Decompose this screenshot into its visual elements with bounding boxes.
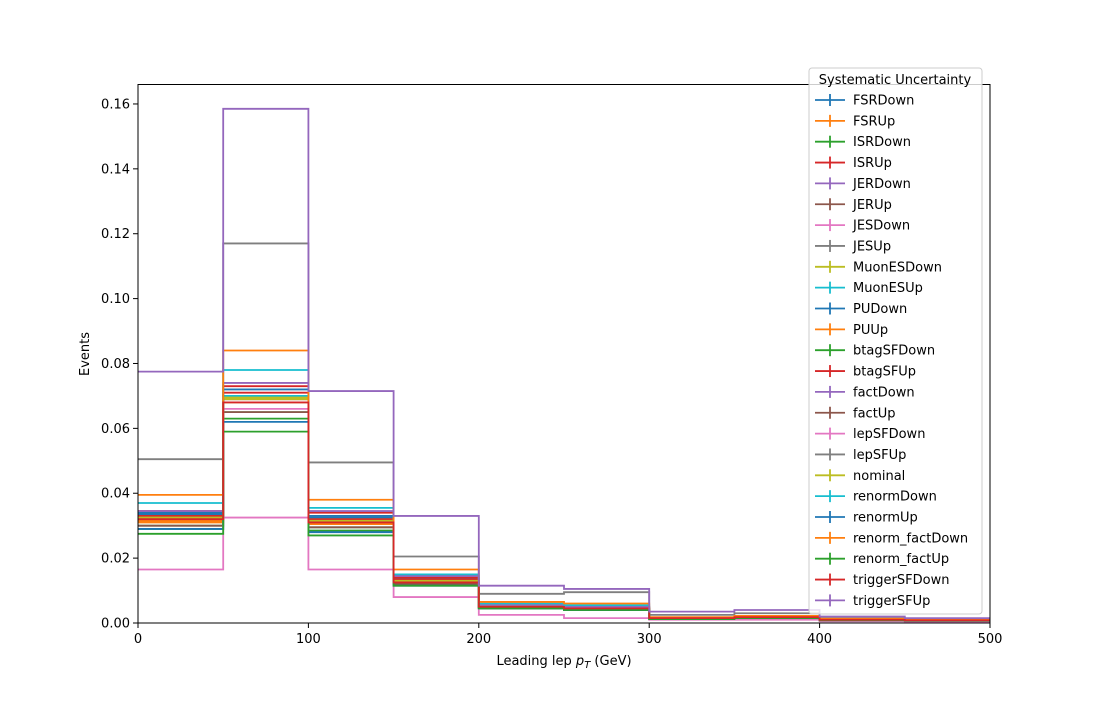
legend-label: PUDown bbox=[853, 302, 907, 317]
y-tick-label: 0.04 bbox=[101, 487, 130, 502]
legend-label: JESDown bbox=[852, 219, 910, 234]
y-tick-label: 0.08 bbox=[101, 357, 130, 372]
legend-label: FSRUp bbox=[853, 114, 895, 129]
legend-entry-PUDown: PUDown bbox=[815, 302, 907, 317]
legend-label: btagSFUp bbox=[853, 365, 916, 380]
x-axis-label: Leading lep pT (GeV) bbox=[496, 654, 631, 671]
legend-label: MuonESDown bbox=[853, 260, 942, 275]
legend-entry-factDown: factDown bbox=[815, 385, 915, 400]
legend-label: triggerSFUp bbox=[853, 594, 930, 609]
x-tick-label: 100 bbox=[296, 632, 321, 647]
legend-title: Systematic Uncertainty bbox=[819, 73, 972, 88]
legend-label: ISRDown bbox=[853, 135, 911, 150]
legend-entry-PUUp: PUUp bbox=[815, 323, 888, 338]
plot-frame bbox=[137, 84, 991, 624]
x-axis-label-unit: (GeV) bbox=[590, 654, 631, 669]
x-axis-label-symbol: p bbox=[575, 654, 584, 669]
y-tick-label: 0.12 bbox=[101, 227, 130, 242]
y-axis-label: Events bbox=[78, 332, 93, 376]
legend-label: btagSFDown bbox=[853, 344, 935, 359]
legend-entry-triggerSFUp: triggerSFUp bbox=[815, 594, 930, 609]
legend-entry-JERDown: JERDown bbox=[815, 177, 911, 192]
legend-entry-btagSFDown: btagSFDown bbox=[815, 344, 935, 359]
legend-label: renorm_factDown bbox=[853, 531, 968, 546]
legend-entries: FSRDown FSRUp ISRDown ISRUp JERDown JERUp JESD… bbox=[815, 94, 968, 609]
legend-label: MuonESUp bbox=[853, 281, 923, 296]
y-tick-label: 0.00 bbox=[101, 617, 130, 632]
legend-label: nominal bbox=[853, 469, 905, 484]
legend-entry-lepSFUp: lepSFUp bbox=[815, 448, 906, 463]
y-tick-label: 0.02 bbox=[101, 552, 130, 567]
series-layer bbox=[138, 107, 990, 623]
legend-label: ISRUp bbox=[853, 156, 892, 171]
legend-entry-renorm_factDown: renorm_factDown bbox=[815, 531, 968, 546]
legend-entry-MuonESDown: MuonESDown bbox=[815, 260, 942, 275]
x-tick-label: 0 bbox=[134, 632, 142, 647]
legend-label: JERUp bbox=[852, 198, 892, 213]
x-tick-label: 300 bbox=[637, 632, 662, 647]
y-tick-label: 0.14 bbox=[101, 162, 130, 177]
legend-label: JESUp bbox=[852, 239, 891, 254]
legend-entry-FSRDown: FSRDown bbox=[815, 94, 914, 109]
x-axis-label-subscript: T bbox=[584, 660, 591, 671]
x-axis-label-main: Leading lep bbox=[496, 654, 575, 669]
legend-entry-btagSFUp: btagSFUp bbox=[815, 365, 916, 380]
legend-entry-ISRDown: ISRDown bbox=[815, 135, 911, 150]
legend-label: lepSFUp bbox=[853, 448, 906, 463]
y-tick-label: 0.16 bbox=[101, 97, 130, 112]
legend-label: renormDown bbox=[853, 490, 937, 505]
legend-entry-triggerSFDown: triggerSFDown bbox=[815, 573, 949, 588]
legend-label: renorm_factUp bbox=[853, 552, 949, 567]
legend-box bbox=[808, 67, 983, 615]
legend-label: JERDown bbox=[852, 177, 911, 192]
legend-label: triggerSFDown bbox=[853, 573, 949, 588]
x-tick-label: 400 bbox=[807, 632, 832, 647]
legend-entry-FSRUp: FSRUp bbox=[815, 114, 895, 129]
legend: Systematic Uncertainty FSRDown FSRUp ISRDo… bbox=[808, 67, 983, 615]
legend-entry-MuonESUp: MuonESUp bbox=[815, 281, 923, 296]
legend-entry-ISRUp: ISRUp bbox=[815, 156, 892, 171]
legend-entry-JERUp: JERUp bbox=[815, 198, 892, 213]
legend-label: FSRDown bbox=[853, 94, 914, 109]
legend-entry-lepSFDown: lepSFDown bbox=[815, 427, 925, 442]
legend-entry-renormDown: renormDown bbox=[815, 490, 937, 505]
series-line-triggerSFUp bbox=[138, 107, 990, 620]
legend-entry-renorm_factUp: renorm_factUp bbox=[815, 552, 949, 567]
legend-label: PUUp bbox=[853, 323, 888, 338]
y-tick-label: 0.06 bbox=[101, 422, 130, 437]
legend-entry-nominal: nominal bbox=[815, 469, 905, 484]
legend-label: factUp bbox=[853, 406, 896, 421]
y-tick-label: 0.10 bbox=[101, 292, 130, 307]
legend-entry-JESUp: JESUp bbox=[815, 239, 891, 254]
legend-entry-renormUp: renormUp bbox=[815, 511, 918, 526]
legend-label: renormUp bbox=[853, 511, 918, 526]
series-line-triggerSFDown bbox=[138, 401, 990, 622]
legend-label: factDown bbox=[853, 385, 915, 400]
x-tick-label: 500 bbox=[978, 632, 1003, 647]
x-tick-label: 200 bbox=[466, 632, 491, 647]
legend-label: lepSFDown bbox=[853, 427, 925, 442]
legend-entry-JESDown: JESDown bbox=[815, 219, 910, 234]
ticks-layer: 0 100 200 300 400 500 0.00 0.02 0.04 0.06 0.08 0.10… bbox=[101, 97, 1002, 647]
legend-entry-factUp: factUp bbox=[815, 406, 896, 421]
